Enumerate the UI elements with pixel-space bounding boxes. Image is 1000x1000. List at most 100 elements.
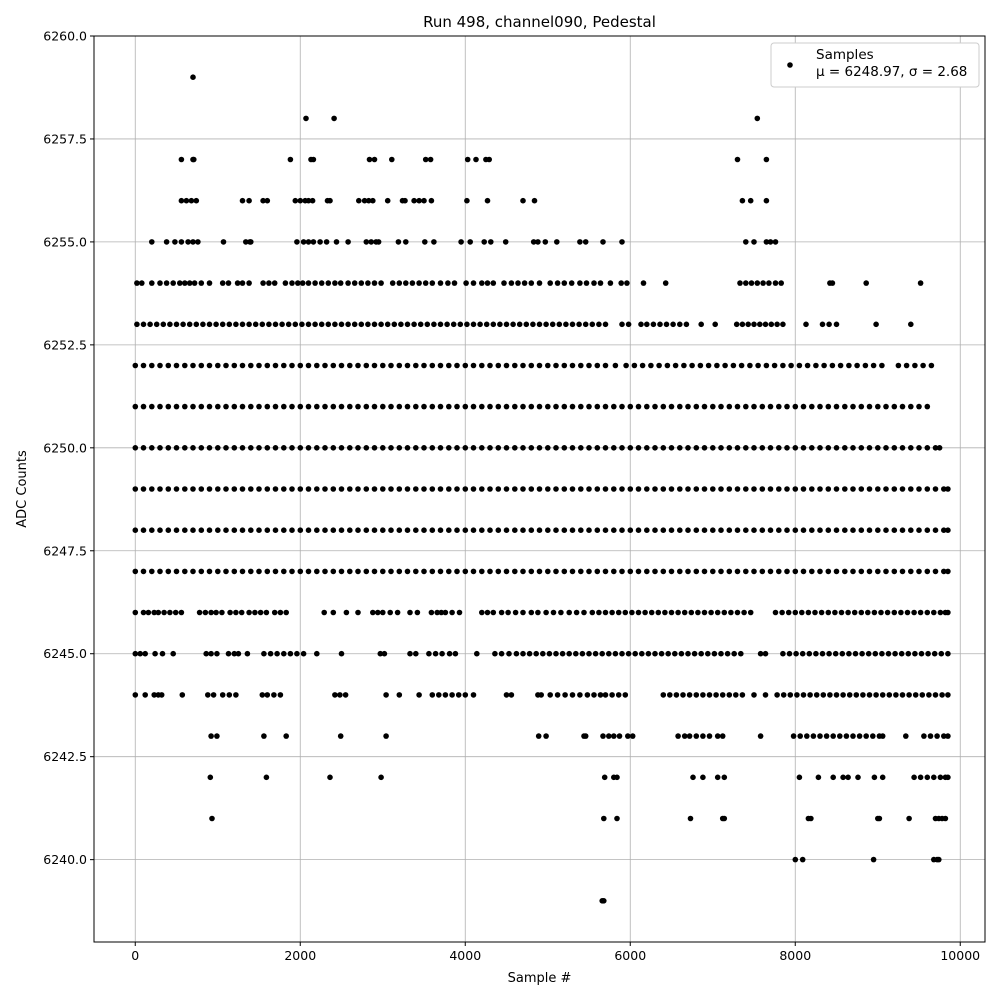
data-point bbox=[165, 445, 172, 451]
data-point bbox=[210, 692, 217, 698]
data-point bbox=[759, 527, 766, 533]
data-point bbox=[487, 403, 493, 410]
data-point bbox=[248, 362, 254, 369]
data-point bbox=[751, 321, 757, 328]
data-point bbox=[803, 321, 809, 328]
data-point bbox=[450, 321, 457, 328]
data-point bbox=[827, 692, 833, 698]
y-tick-label: 6250.0 bbox=[43, 440, 87, 455]
data-point bbox=[576, 321, 582, 328]
data-point bbox=[945, 486, 951, 492]
data-point bbox=[303, 115, 309, 122]
data-point bbox=[685, 568, 691, 575]
data-point bbox=[568, 280, 575, 286]
data-point bbox=[363, 239, 370, 245]
data-point bbox=[226, 321, 233, 328]
data-point bbox=[638, 321, 644, 328]
data-point bbox=[743, 527, 749, 533]
data-point bbox=[294, 239, 300, 245]
data-point bbox=[850, 403, 856, 410]
data-point bbox=[712, 321, 718, 328]
data-point bbox=[917, 774, 924, 781]
data-point bbox=[739, 197, 746, 204]
data-point bbox=[345, 321, 351, 328]
data-point bbox=[540, 650, 546, 657]
data-point bbox=[536, 403, 543, 410]
data-point bbox=[431, 321, 437, 328]
data-point bbox=[445, 280, 451, 286]
data-point bbox=[226, 692, 233, 698]
data-point bbox=[246, 321, 252, 328]
data-point bbox=[545, 403, 551, 410]
data-point bbox=[427, 156, 434, 163]
data-point bbox=[945, 609, 951, 616]
data-point bbox=[799, 650, 806, 657]
data-point bbox=[710, 403, 716, 410]
data-point bbox=[932, 486, 939, 492]
data-point bbox=[190, 527, 196, 533]
data-point bbox=[916, 445, 922, 451]
data-point bbox=[743, 486, 749, 492]
data-point bbox=[239, 197, 246, 204]
data-point bbox=[404, 445, 411, 451]
data-point bbox=[375, 609, 381, 616]
data-point bbox=[330, 527, 337, 533]
data-point bbox=[396, 692, 403, 698]
data-point bbox=[748, 280, 755, 286]
data-point bbox=[219, 609, 225, 616]
data-point bbox=[673, 692, 680, 698]
data-point bbox=[644, 568, 650, 575]
data-point bbox=[917, 280, 924, 286]
data-point bbox=[594, 445, 601, 451]
data-point bbox=[846, 692, 853, 698]
data-point bbox=[858, 568, 865, 575]
data-point bbox=[332, 321, 338, 328]
data-point bbox=[846, 362, 852, 369]
data-point bbox=[614, 815, 620, 822]
data-point bbox=[883, 568, 889, 575]
data-point bbox=[483, 321, 490, 328]
data-point bbox=[528, 609, 535, 616]
data-point bbox=[512, 568, 518, 575]
data-point bbox=[371, 445, 378, 451]
data-point bbox=[731, 650, 737, 657]
data-point bbox=[198, 486, 205, 492]
data-point bbox=[891, 609, 898, 616]
data-point bbox=[421, 362, 427, 369]
data-point bbox=[487, 486, 493, 492]
data-point bbox=[294, 650, 300, 657]
data-point bbox=[924, 486, 931, 492]
data-point bbox=[381, 650, 388, 657]
data-point bbox=[813, 650, 819, 657]
data-point bbox=[693, 692, 700, 698]
data-point bbox=[248, 403, 254, 410]
data-point bbox=[337, 733, 344, 739]
data-point bbox=[606, 733, 612, 739]
data-point bbox=[355, 527, 361, 533]
data-point bbox=[743, 445, 749, 451]
data-point bbox=[421, 403, 427, 410]
data-point bbox=[797, 733, 803, 739]
data-point bbox=[911, 774, 917, 781]
data-point bbox=[615, 692, 622, 698]
data-point bbox=[281, 486, 287, 492]
data-point bbox=[140, 445, 147, 451]
data-point bbox=[865, 650, 872, 657]
data-point bbox=[899, 486, 906, 492]
data-point bbox=[726, 445, 733, 451]
data-point bbox=[714, 733, 721, 739]
data-point bbox=[677, 527, 683, 533]
data-point bbox=[520, 568, 526, 575]
data-point bbox=[768, 321, 775, 328]
data-point bbox=[908, 321, 914, 328]
data-point bbox=[932, 527, 939, 533]
data-point bbox=[718, 486, 724, 492]
data-point bbox=[365, 321, 371, 328]
data-point bbox=[660, 403, 667, 410]
data-point bbox=[840, 774, 846, 781]
data-point bbox=[579, 650, 586, 657]
data-point bbox=[819, 321, 826, 328]
data-point bbox=[227, 609, 233, 616]
data-point bbox=[800, 692, 807, 698]
data-point bbox=[594, 362, 601, 369]
